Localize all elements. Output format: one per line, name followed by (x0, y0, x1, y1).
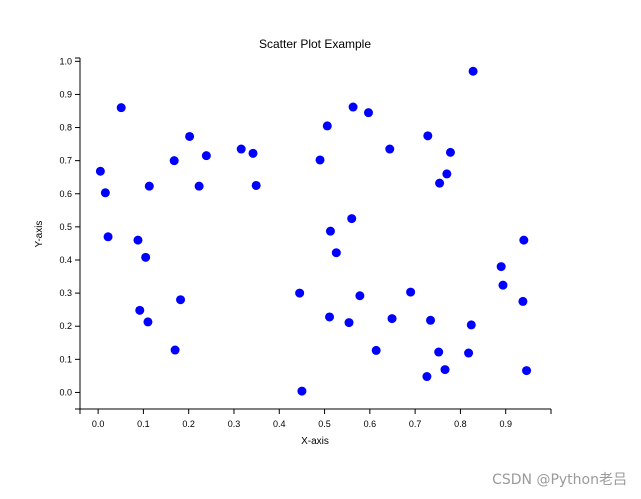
data-point (522, 366, 532, 376)
data-point (141, 252, 151, 262)
data-point (331, 248, 341, 258)
data-point (169, 156, 179, 166)
data-point (143, 317, 153, 327)
data-point (518, 296, 528, 306)
data-point (201, 151, 211, 161)
x-tick-label: 0.2 (182, 419, 195, 429)
data-point (445, 147, 455, 157)
axes: 0.0 0.1 0.2 0.3 0.4 0.5 0.6 0.7 0.8 0.9 0.0 0.1 0.2 0… (59, 56, 552, 429)
x-tick-label: 0.9 (499, 419, 512, 429)
data-point (103, 232, 113, 242)
data-point (144, 181, 154, 191)
data-point (466, 320, 476, 330)
data-point (95, 166, 105, 176)
x-tick-label: 0.8 (454, 419, 467, 429)
watermark-text: CSDN @Python老吕 (492, 472, 627, 488)
data-point (344, 318, 354, 328)
x-tick-label: 0.0 (92, 419, 105, 429)
data-point (116, 103, 126, 113)
data-point (325, 312, 335, 322)
data-points (95, 66, 532, 396)
data-point (464, 348, 474, 358)
data-point (194, 181, 204, 191)
data-point (434, 347, 444, 357)
data-point (347, 214, 357, 224)
data-point (519, 235, 529, 245)
data-point (295, 288, 305, 298)
x-tick-label: 0.3 (228, 419, 241, 429)
data-point (170, 345, 180, 355)
chart-title: Scatter Plot Example (259, 37, 371, 51)
x-tick-label: 0.7 (409, 419, 422, 429)
data-point (387, 314, 397, 324)
data-point (498, 280, 508, 290)
y-tick-label: 0.5 (59, 222, 72, 232)
y-tick-label: 0.6 (59, 189, 72, 199)
data-point (426, 315, 436, 325)
data-point (385, 144, 395, 154)
data-point (440, 365, 450, 375)
data-point (325, 226, 335, 236)
data-point (322, 121, 332, 131)
y-tick-label: 0.1 (59, 354, 72, 364)
y-axis-label: Y-axis (34, 221, 45, 248)
y-tick-label: 0.0 (59, 387, 72, 397)
data-point (315, 155, 325, 165)
data-point (371, 345, 381, 355)
data-point (422, 372, 432, 382)
data-point (185, 131, 195, 141)
data-point (348, 102, 358, 112)
data-point (176, 295, 186, 305)
y-tick-label: 0.7 (59, 156, 72, 166)
x-tick-label: 0.1 (137, 419, 150, 429)
y-tick-label: 0.9 (59, 89, 72, 99)
data-point (442, 169, 452, 179)
y-tick-label: 0.3 (59, 288, 72, 298)
data-point (297, 386, 307, 396)
data-point (133, 235, 143, 245)
data-point (468, 66, 478, 76)
x-tick-label: 0.5 (318, 419, 331, 429)
x-tick-label: 0.6 (364, 419, 377, 429)
data-point (363, 108, 373, 118)
data-point (406, 287, 416, 297)
y-tick-label: 0.8 (59, 123, 72, 133)
y-tick-label: 0.2 (59, 321, 72, 331)
data-point (423, 131, 433, 141)
x-axis-label: X-axis (301, 436, 329, 447)
data-point (100, 188, 110, 198)
x-tick-label: 0.4 (273, 419, 286, 429)
data-point (135, 305, 145, 315)
data-point (248, 148, 258, 158)
y-tick-label: 0.4 (59, 255, 72, 265)
y-tick-label: 1.0 (59, 56, 72, 66)
data-point (496, 262, 506, 272)
data-point (355, 291, 365, 301)
data-point (251, 180, 261, 190)
data-point (236, 144, 246, 154)
data-point (435, 178, 445, 188)
